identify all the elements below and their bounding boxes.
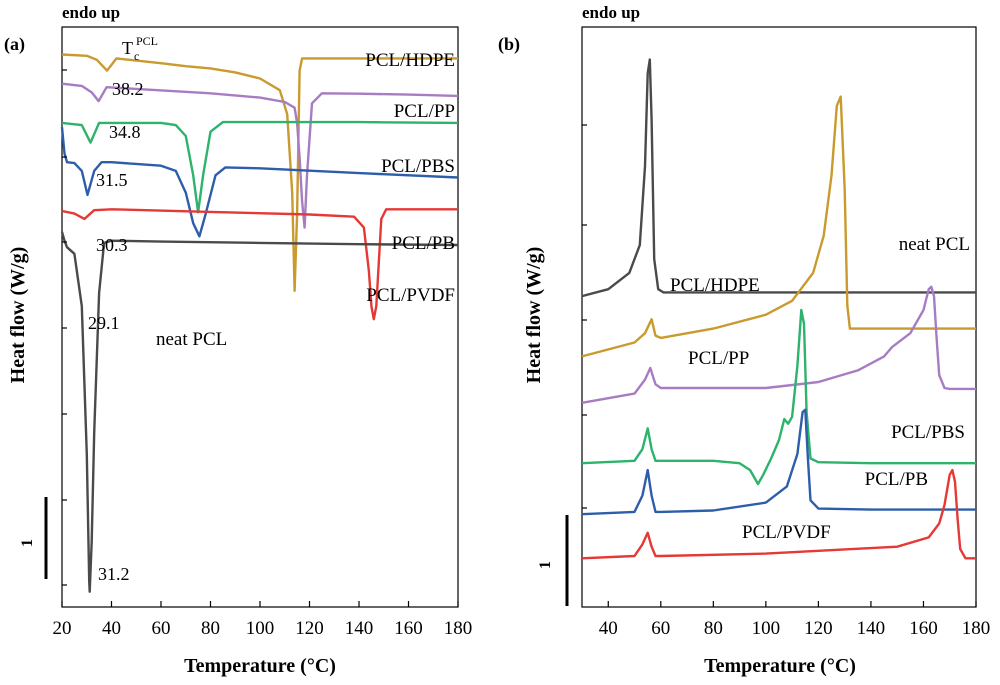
- series-line-a-0: [61, 53, 458, 292]
- series-line-b-5: [581, 468, 976, 560]
- panel-b-tick-group: 40 60 80 100 120 140 160 180: [582, 124, 991, 639]
- peak-label-pvdf: 29.1: [88, 313, 120, 333]
- series-line-a-2: [61, 120, 459, 214]
- series-label-b-neat: neat PCL: [899, 234, 970, 255]
- panel-b-y-axis-title: Heat flow (W/g): [523, 247, 545, 384]
- x-tick-label: 60: [152, 618, 171, 639]
- panel-b-label: (b): [498, 34, 520, 55]
- panel-b: endo up (b) 40 60 80 100 120 140 160 180 Temper…: [498, 3, 990, 677]
- x-tick-label: 180: [444, 618, 473, 639]
- series-line-b-2: [581, 285, 976, 404]
- series-line-b-4: [581, 408, 976, 516]
- x-tick-label: 180: [962, 618, 991, 639]
- panel-a-label: (a): [4, 34, 25, 55]
- x-tick-label: 140: [857, 618, 886, 639]
- series-label-a-neat: neat PCL: [156, 329, 227, 350]
- panel-a-series-group: [60, 53, 459, 593]
- series-label-b-pb: PCL/PB: [865, 469, 928, 490]
- tc-label-base: T: [122, 38, 133, 58]
- x-tick-label: 80: [704, 618, 723, 639]
- x-tick-label: 120: [295, 618, 324, 639]
- peak-label-hdpe: 38.2: [112, 79, 144, 99]
- panel-a-y-axis-title: Heat flow (W/g): [7, 247, 29, 384]
- series-line-a-1: [61, 82, 459, 229]
- panel-b-plot-frame: [581, 26, 977, 608]
- panel-a-endo-label: endo up: [62, 3, 120, 22]
- panel-b-scale-bar-label: 1: [537, 561, 554, 569]
- series-label-b-pbs: PCL/PBS: [891, 422, 965, 443]
- panel-a: endo up (a) 20 40 60 80 100 120 140 160 180 Temp…: [4, 3, 472, 677]
- panel-b-series-group: [581, 58, 976, 560]
- peak-label-neat: 31.2: [98, 564, 130, 584]
- series-line-a-4: [61, 208, 458, 321]
- x-tick-label: 160: [394, 618, 423, 639]
- series-line-a-3: [60, 127, 459, 238]
- peak-label-pp: 34.8: [109, 122, 141, 142]
- series-line-b-0: [581, 58, 976, 298]
- x-tick-label: 120: [804, 618, 833, 639]
- x-tick-label: 20: [53, 618, 72, 639]
- x-tick-label: 100: [246, 618, 275, 639]
- series-line-b-1: [581, 95, 976, 358]
- series-label-b-pp: PCL/PP: [688, 348, 749, 369]
- series-label-a-pvdf: PCL/PVDF: [366, 285, 455, 306]
- x-tick-label: 80: [201, 618, 220, 639]
- series-line-a-5: [60, 231, 459, 593]
- x-tick-label: 140: [345, 618, 374, 639]
- series-label-b-pvdf: PCL/PVDF: [742, 522, 831, 543]
- x-tick-label: 160: [909, 618, 938, 639]
- panel-a-tick-group: 20 40 60 80 100 120 140 160 180: [53, 69, 473, 639]
- series-label-a-pbs: PCL/PBS: [381, 156, 455, 177]
- x-tick-label: 60: [651, 618, 670, 639]
- panel-b-x-axis-title: Temperature (°C): [704, 655, 856, 677]
- tc-label-sub: c: [134, 49, 139, 63]
- series-label-a-hdpe: PCL/HDPE: [365, 50, 455, 71]
- panel-a-x-axis-title: Temperature (°C): [184, 655, 336, 677]
- series-label-a-pb: PCL/PB: [392, 233, 455, 254]
- x-tick-label: 40: [102, 618, 121, 639]
- x-tick-label: 100: [752, 618, 781, 639]
- peak-label-pb: 30.3: [96, 235, 128, 255]
- tc-label-sup: PCL: [136, 34, 158, 48]
- panel-a-scale-bar-label: 1: [19, 539, 36, 547]
- series-label-a-pp: PCL/PP: [394, 101, 455, 122]
- series-label-b-hdpe: PCL/HDPE: [670, 275, 760, 296]
- peak-label-pbs: 31.5: [96, 170, 128, 190]
- x-tick-label: 40: [599, 618, 618, 639]
- panel-b-endo-label: endo up: [582, 3, 640, 22]
